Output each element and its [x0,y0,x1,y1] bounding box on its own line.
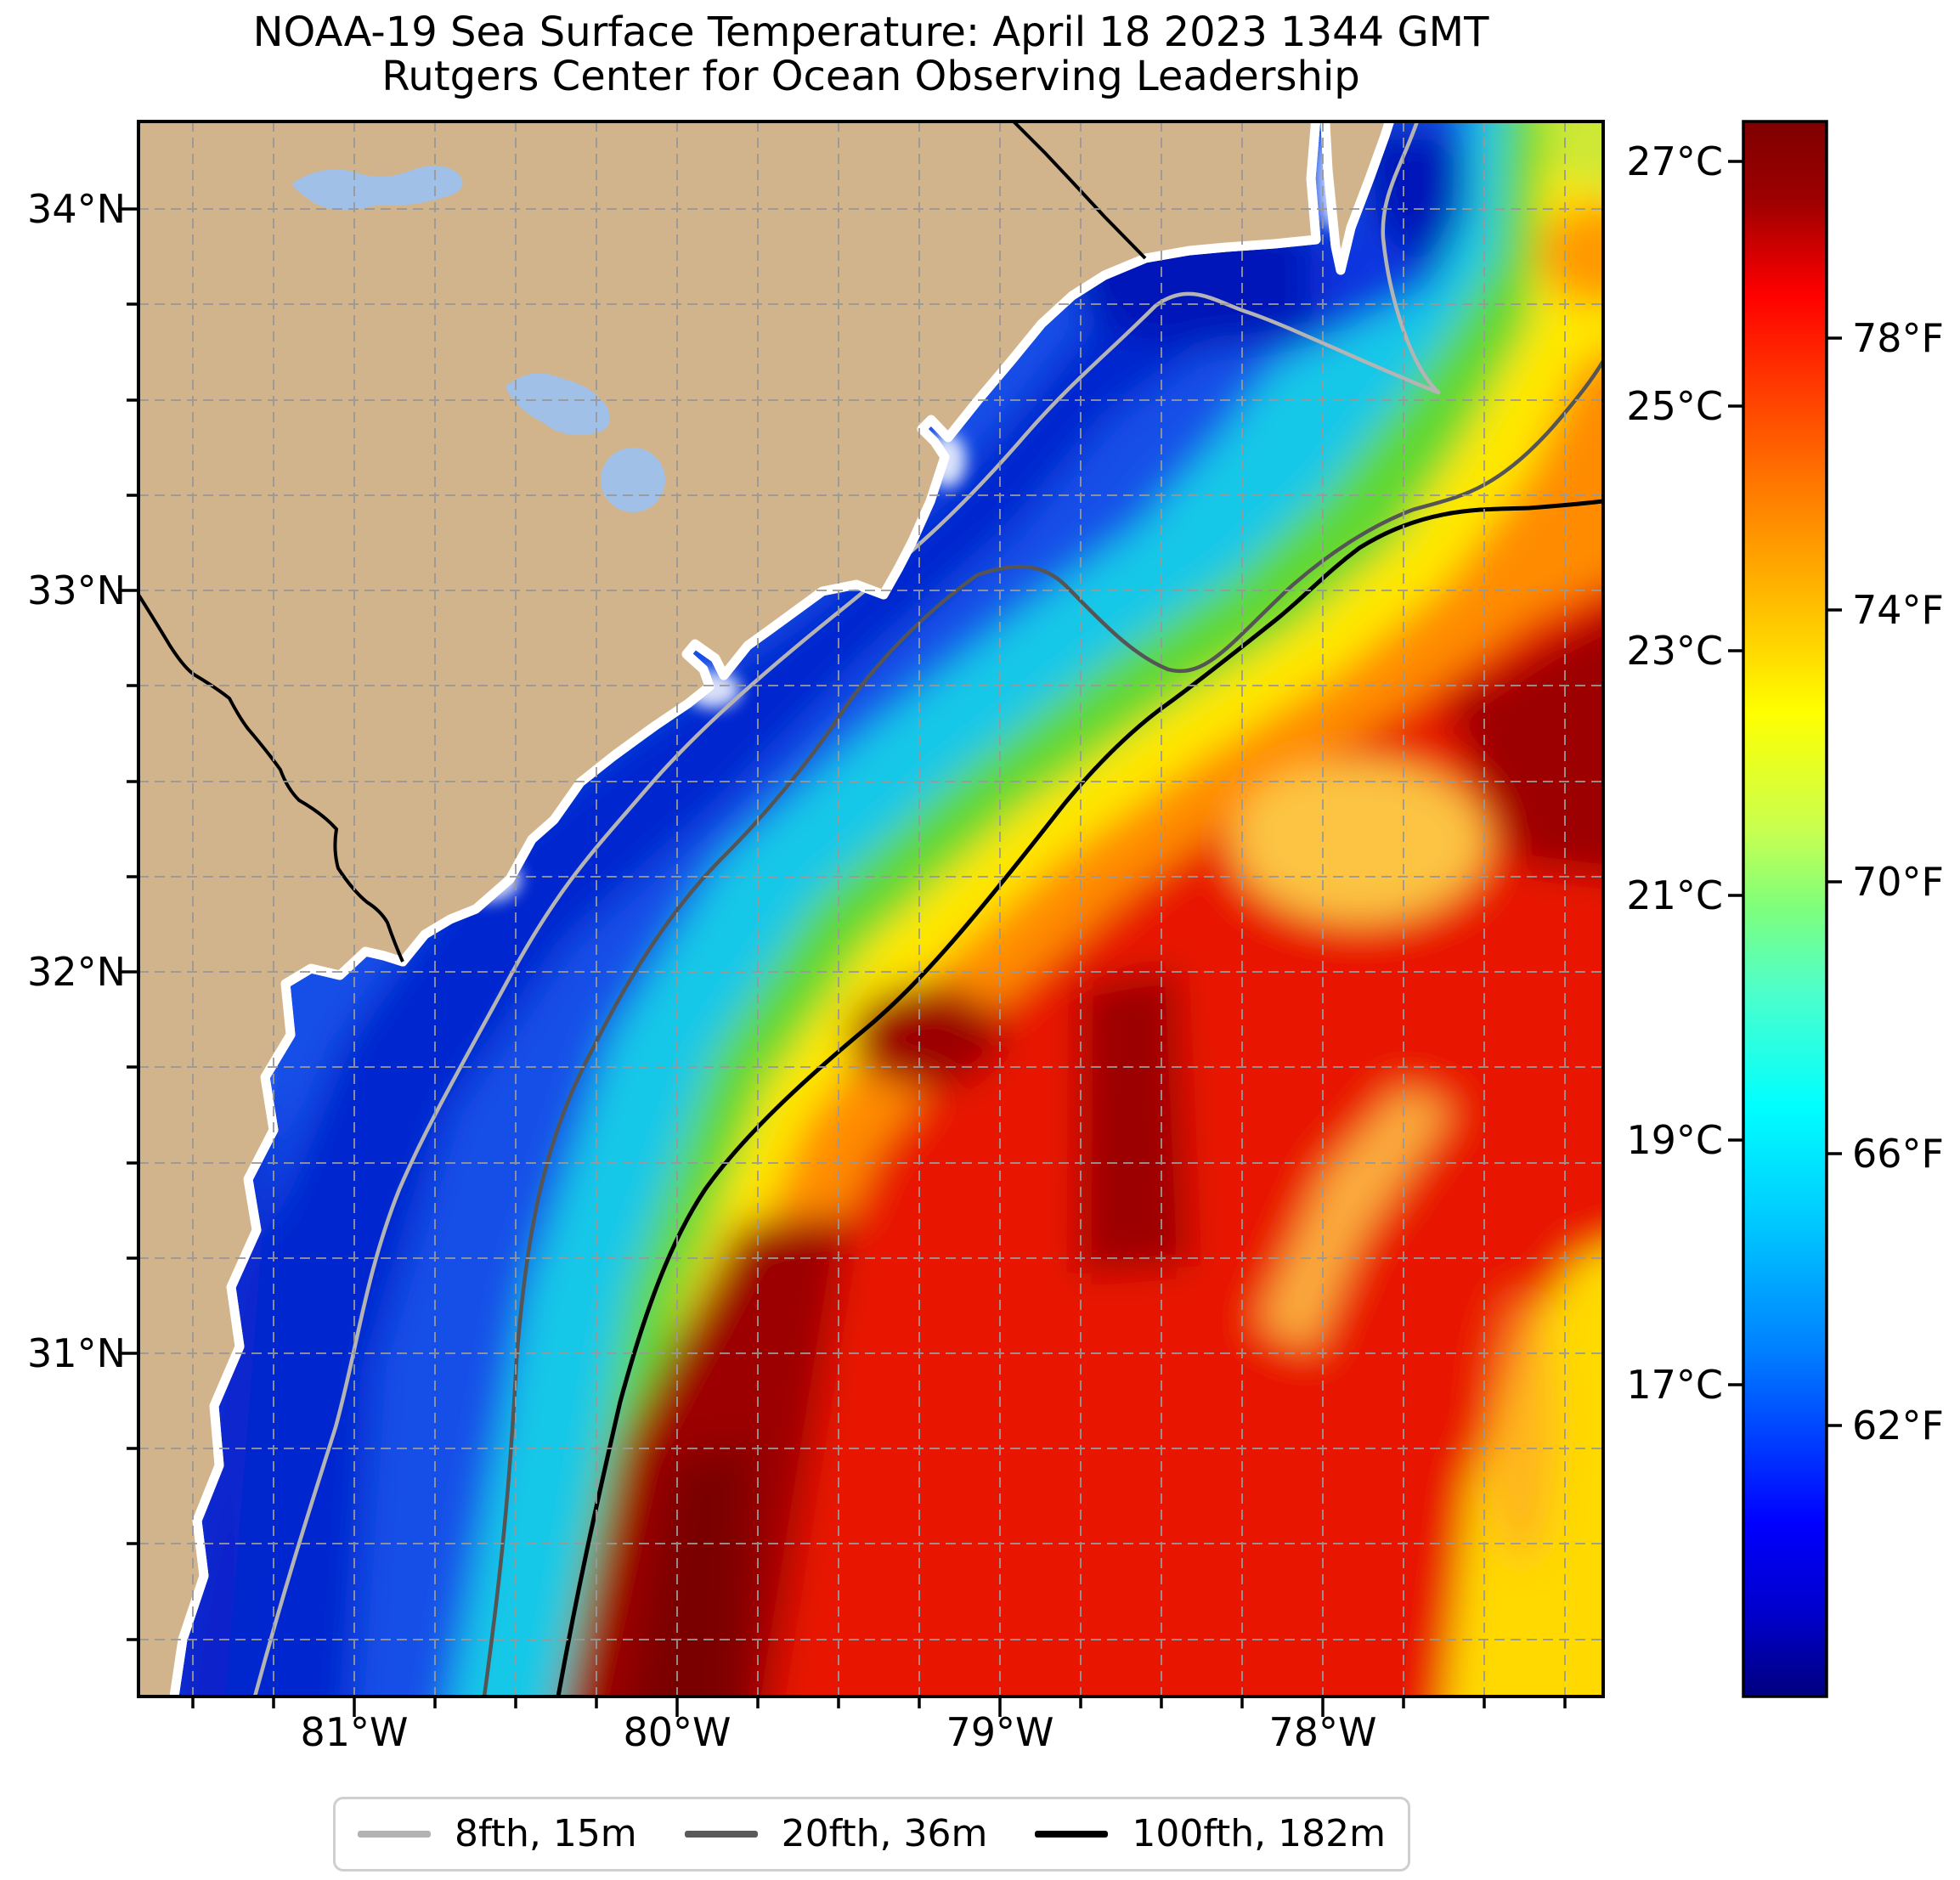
depth-contour-legend: 8fth, 15m 20fth, 36m 100fth, 182m [333,1797,1410,1872]
colorbar-label-78f: 78°F [1852,315,1944,361]
contour-8fth-15m [252,121,1441,1697]
figure-subtitle: Rutgers Center for Ocean Observing Leade… [381,53,1360,100]
lon-label-78w: 78°W [1268,1709,1377,1755]
legend-line-20fth-swatch [684,1831,758,1838]
lon-label-80w: 80°W [623,1709,731,1755]
lon-label-81w: 81°W [300,1709,409,1755]
colorbar-label-19c: 19°C [1626,1117,1723,1163]
legend-item-8fth: 8fth, 15m [358,1815,637,1853]
border-sc-ga [138,593,404,963]
graticule [138,121,1603,1697]
colorbar-label-66f: 66°F [1852,1131,1944,1177]
colorbar-label-70f: 70°F [1852,859,1944,905]
lat-label-33n: 33°N [27,567,126,613]
lon-label-79w: 79°W [946,1709,1054,1755]
lake-moultrie [601,448,665,512]
colorbar-label-21c: 21°C [1626,872,1723,918]
colorbar-ticks [1728,160,1842,1427]
lat-label-34n: 34°N [27,186,126,232]
border-nc-sc [1012,121,1147,260]
legend-line-8fth-swatch [358,1831,431,1838]
map-area [138,121,1603,1697]
legend-label-8fth: 8fth, 15m [455,1812,637,1855]
legend-item-20fth: 20fth, 36m [684,1812,988,1855]
legend-line-100fth-swatch [1035,1831,1109,1838]
lat-label-32n: 32°N [27,949,126,995]
colorbar-label-25c: 25°C [1626,383,1723,429]
legend-item-100fth: 100fth, 182m [1035,1815,1386,1853]
lake-marion [506,373,610,436]
colorbar-label-74f: 74°F [1852,587,1944,633]
contour-100fth-182m [556,499,1603,1697]
colorbar [1728,120,1842,1698]
legend-label-100fth: 100fth, 182m [1132,1812,1386,1855]
contour-20fth-36m [482,359,1603,1697]
figure-title: NOAA-19 Sea Surface Temperature: April 1… [252,8,1489,56]
land-mass [138,121,1402,1697]
lakes [292,166,665,512]
lake-murray [292,166,463,211]
colorbar-label-17c: 17°C [1626,1362,1723,1408]
colorbar-label-62f: 62°F [1852,1403,1944,1448]
axis-ticks [118,207,1567,1717]
legend-label-20fth: 20fth, 36m [781,1812,988,1855]
colorbar-label-27c: 27°C [1626,138,1723,184]
colorbar-label-23c: 23°C [1626,628,1723,674]
map-frame [137,120,1605,1698]
lat-label-31n: 31°N [27,1330,126,1376]
